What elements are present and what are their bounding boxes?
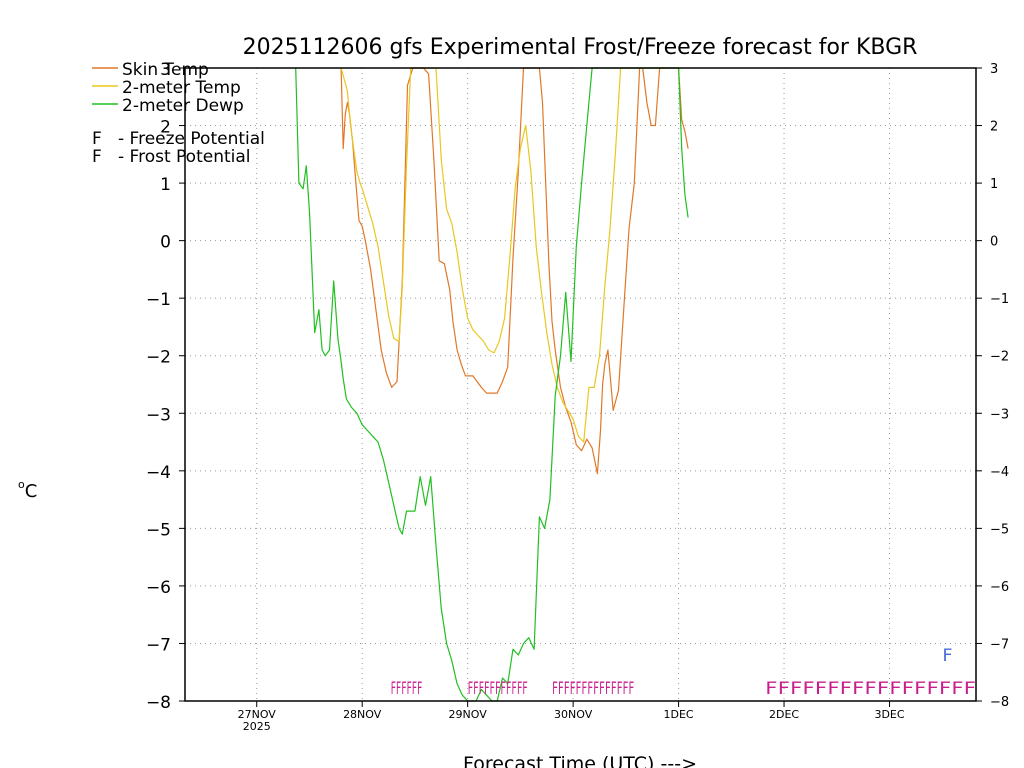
y-tick-label-left: −1 (146, 290, 171, 310)
frost-legend-text: - Frost Potential (118, 147, 251, 167)
x-tick-label: 2DEC (769, 708, 799, 721)
potential-flags: FFFFFF FFFFFFFFFFF FFFFFFFFFFFFFF FFFFFFFFF… (391, 646, 976, 699)
freeze-legend-text: - Freeze Potential (118, 129, 265, 149)
frost-legend-letter: F (92, 147, 102, 167)
y-tick-label-right: −2 (990, 350, 1009, 365)
y-tick-label-right: −8 (990, 695, 1009, 710)
x-axis-label: Forecast Time (UTC) ---> (463, 753, 697, 768)
y-tick-label-right: 0 (990, 235, 998, 250)
y-axis-label-degree: o (18, 478, 25, 491)
freeze-legend-letter: F (92, 129, 102, 149)
x-tick-label: 3DEC (874, 708, 904, 721)
y-tick-label-right: −1 (990, 292, 1009, 307)
freeze-flag-run: FFFFFFFFFFF (468, 679, 528, 699)
legend-label-2m-temp: 2-meter Temp (122, 78, 241, 98)
x-tick-label: 29NOV (449, 708, 488, 721)
x-tick-label: 27NOV (238, 708, 277, 721)
y-tick-label-left: −4 (146, 463, 171, 483)
legend: Skin Temp 2-meter Temp 2-meter Dewp F - … (92, 60, 265, 167)
grid-lines (185, 68, 976, 701)
y-axis-right: 3 2 1 0 −1 −2 −3 −4 −5 −6 −7 −8 (976, 62, 1009, 710)
y-tick-label-right: 3 (990, 62, 998, 77)
legend-label-2m-dewp: 2-meter Dewp (122, 96, 244, 116)
series-line-skin-temp (340, 67, 689, 475)
y-tick-label-left: −2 (146, 348, 171, 368)
y-axis-label-unit: C (25, 481, 38, 502)
plot-frame (184, 67, 977, 702)
freeze-flag-run: FFFFFF (391, 679, 423, 699)
y-tick-label-right: −5 (990, 522, 1009, 537)
series-line-2-meter-temp (340, 67, 668, 443)
series-layer (295, 67, 689, 702)
y-tick-label-left: −3 (146, 405, 171, 425)
freeze-flag-run: FFFFFFFFFFFFFF (552, 679, 634, 699)
y-tick-label-right: −7 (990, 637, 1009, 652)
y-tick-label-right: −3 (990, 407, 1009, 422)
y-axis-label: oC (18, 478, 37, 502)
x-tick-label: 1DEC (664, 708, 694, 721)
y-tick-label-right: −6 (990, 580, 1009, 595)
y-tick-label-right: 1 (990, 177, 998, 192)
y-tick-label-right: 2 (990, 120, 998, 135)
y-tick-label-left: 1 (160, 175, 171, 195)
freeze-flag-run: FFFFFFFFFFFFFFFFF (765, 679, 976, 699)
x-tick-label: 28NOV (343, 708, 382, 721)
y-tick-label-left: 2 (160, 118, 171, 138)
chart-title: 2025112606 gfs Experimental Frost/Freeze… (243, 35, 918, 60)
legend-label-skin-temp: Skin Temp (122, 60, 209, 80)
y-axis-left: 3 2 1 0 −1 −2 −3 −4 −5 −6 −7 −8 (146, 60, 185, 713)
y-tick-label-right: −4 (990, 465, 1009, 480)
y-tick-label-left: 0 (160, 233, 171, 253)
x-tick-label: 30NOV (554, 708, 593, 721)
frost-flag: F (942, 646, 952, 666)
y-tick-label-left: −5 (146, 520, 171, 540)
y-tick-label-left: −6 (146, 578, 171, 598)
x-tick-sublabel: 2025 (243, 720, 271, 733)
y-tick-label-left: −7 (146, 635, 171, 655)
y-tick-label-left: −8 (146, 693, 171, 713)
y-tick-label-left: 3 (160, 60, 171, 80)
